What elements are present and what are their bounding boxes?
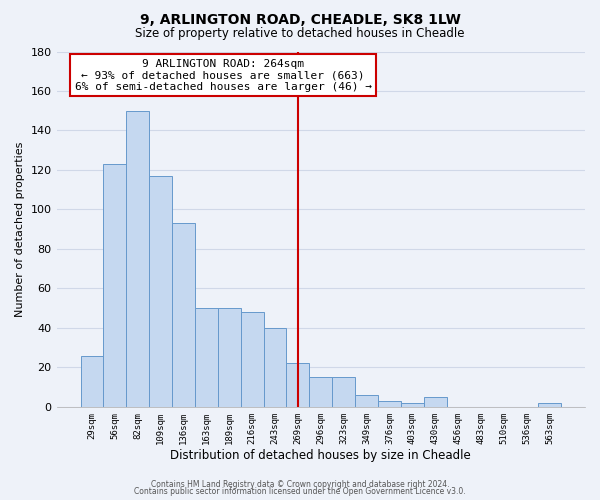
Text: Size of property relative to detached houses in Cheadle: Size of property relative to detached ho…	[135, 28, 465, 40]
Bar	[218, 308, 241, 407]
Text: 9 ARLINGTON ROAD: 264sqm
← 93% of detached houses are smaller (663)
6% of semi-d: 9 ARLINGTON ROAD: 264sqm ← 93% of detach…	[74, 58, 371, 92]
Bar	[263, 328, 286, 407]
Bar	[149, 176, 172, 407]
Text: Contains HM Land Registry data © Crown copyright and database right 2024.: Contains HM Land Registry data © Crown c…	[151, 480, 449, 489]
Bar	[286, 364, 310, 407]
Y-axis label: Number of detached properties: Number of detached properties	[15, 142, 25, 317]
Text: Contains public sector information licensed under the Open Government Licence v3: Contains public sector information licen…	[134, 488, 466, 496]
Bar	[172, 223, 195, 407]
Bar	[538, 403, 561, 407]
Bar	[424, 397, 446, 407]
Bar	[127, 110, 149, 407]
Bar	[401, 403, 424, 407]
Bar	[355, 395, 378, 407]
Bar	[80, 356, 103, 407]
Bar	[241, 312, 263, 407]
Bar	[332, 377, 355, 407]
Text: 9, ARLINGTON ROAD, CHEADLE, SK8 1LW: 9, ARLINGTON ROAD, CHEADLE, SK8 1LW	[140, 12, 460, 26]
Bar	[310, 377, 332, 407]
Bar	[195, 308, 218, 407]
X-axis label: Distribution of detached houses by size in Cheadle: Distribution of detached houses by size …	[170, 450, 471, 462]
Bar	[378, 401, 401, 407]
Bar	[103, 164, 127, 407]
